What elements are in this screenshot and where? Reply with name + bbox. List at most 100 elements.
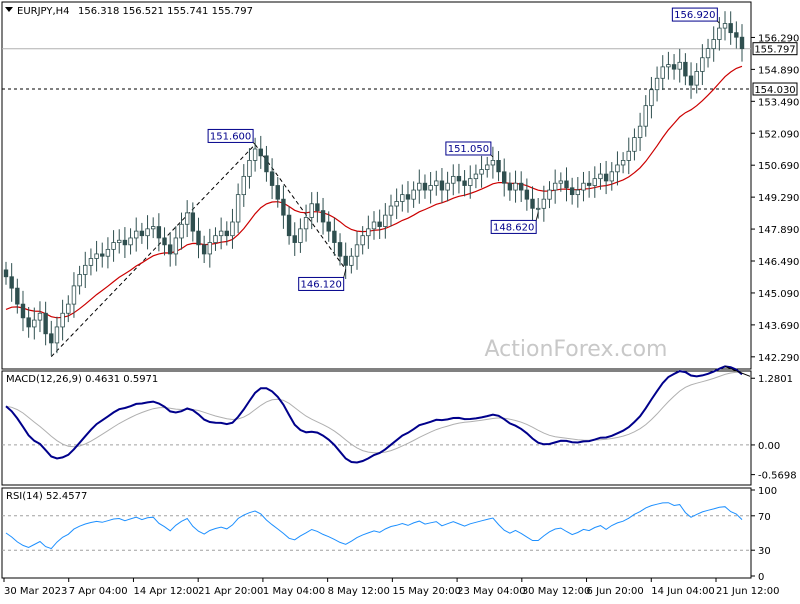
candle (705, 38, 711, 68)
candle (632, 128, 637, 161)
candle-body (117, 239, 122, 243)
candle-body (88, 258, 94, 266)
candle (417, 169, 422, 204)
candle (9, 263, 14, 302)
swing-label-text: 151.600 (210, 131, 251, 142)
candle (643, 95, 648, 137)
candle (224, 221, 229, 246)
watermark: ActionForex.com (485, 337, 668, 362)
candle (150, 217, 156, 239)
candle-body (292, 235, 297, 243)
candle-body (422, 182, 428, 191)
candle (349, 248, 354, 274)
candle-body (507, 182, 513, 191)
candle (309, 192, 314, 230)
candle (179, 212, 184, 250)
candle (564, 167, 569, 202)
candle-body (371, 221, 377, 230)
candle-body (275, 185, 280, 200)
candle-body (179, 223, 184, 239)
price-tick-label: 156.290 (758, 33, 799, 44)
candle-body (462, 180, 467, 186)
candle-body (128, 237, 133, 246)
candle-body (473, 173, 479, 180)
x-tick-label: 14 Apr 12:00 (133, 586, 198, 597)
candle-body (326, 221, 331, 232)
candle (552, 169, 558, 204)
swing-label-box (298, 276, 345, 291)
candle-body (173, 237, 179, 255)
macd-layer (2, 365, 751, 464)
candle (173, 226, 179, 266)
candle-body (564, 180, 569, 189)
candle (105, 237, 111, 269)
candle (694, 63, 699, 94)
candle-body (632, 137, 637, 152)
candle-body (54, 326, 60, 344)
candle-body (535, 207, 541, 210)
candle (541, 185, 547, 222)
candle-body (445, 182, 450, 191)
candle (320, 197, 326, 235)
candle (275, 177, 280, 208)
candle (615, 151, 620, 186)
candle-body (150, 226, 156, 230)
candle-body (224, 230, 229, 237)
x-tick-label: 30 Mar 2023 (4, 586, 67, 597)
candle (558, 172, 564, 192)
candle (688, 62, 694, 99)
x-tick-label: 6 Jun 20:00 (587, 586, 644, 597)
candle-body (615, 164, 620, 173)
candle (184, 200, 190, 238)
candle-body (496, 160, 501, 173)
candle (405, 181, 411, 213)
candle (269, 158, 275, 200)
candle (547, 181, 552, 209)
price-tick-label: 147.890 (758, 225, 799, 236)
candle (77, 265, 82, 295)
x-tick-label: 7 Apr 04:00 (69, 586, 128, 597)
candle (54, 316, 60, 354)
candle-body (586, 182, 592, 186)
candle-body (303, 217, 309, 230)
macd-tick-label: 0.00 (758, 441, 780, 452)
collapse-triangle-icon[interactable] (5, 7, 13, 12)
candle-body (734, 32, 739, 38)
swing-label-pointer (535, 212, 539, 221)
candle (252, 137, 258, 172)
candle-body (298, 228, 303, 243)
candle-body (9, 276, 14, 289)
candle (264, 145, 269, 182)
macd-label: MACD(12,26,9) 0.4631 0.5971 (6, 374, 158, 385)
candle-body (320, 210, 326, 223)
candle (196, 217, 201, 259)
candle-body (643, 105, 648, 127)
candle (711, 26, 716, 62)
support-tag-text: 154.030 (754, 85, 795, 96)
candle-body (71, 285, 77, 305)
candle (26, 307, 31, 338)
macd-signal-line (5, 371, 743, 454)
swing-label-box (671, 7, 718, 22)
candle (535, 197, 541, 219)
candle (598, 163, 603, 190)
swing-label-text: 148.620 (493, 222, 534, 233)
candle (428, 172, 433, 204)
candle-body (711, 39, 716, 50)
candle-body (332, 230, 337, 243)
price-tick-label: 143.690 (758, 321, 799, 332)
candle (422, 174, 428, 199)
candle-body (354, 244, 360, 257)
candle (586, 171, 592, 198)
candle-body (479, 169, 484, 175)
candle (400, 184, 405, 212)
swing-label-text: 146.120 (301, 279, 342, 290)
candle (134, 217, 139, 252)
candle (218, 217, 224, 250)
last-price-tag: 155.797 (752, 42, 798, 56)
macd-line (5, 365, 743, 464)
candle-body (167, 244, 173, 255)
candle-body (156, 226, 162, 239)
candle-body (485, 164, 490, 170)
candle-body (235, 194, 241, 223)
